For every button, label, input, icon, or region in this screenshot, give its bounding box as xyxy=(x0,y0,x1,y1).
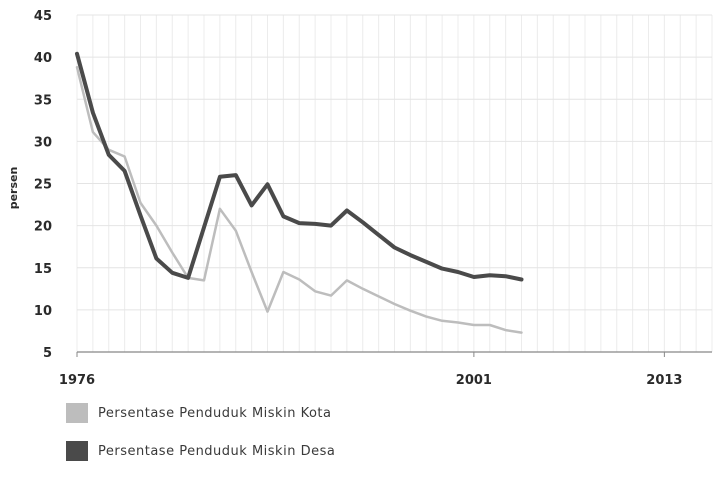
series-line-desa xyxy=(75,51,524,282)
grid xyxy=(76,14,713,353)
x-tick-label: 1976 xyxy=(59,373,95,388)
y-tick-label: 20 xyxy=(34,220,52,235)
y-tick-label: 40 xyxy=(34,51,52,66)
legend-item-desa[interactable]: Persentase Penduduk Miskin Desa xyxy=(66,440,335,462)
legend-swatch-kota xyxy=(66,403,88,423)
line-chart: 5 10 15 20 25 30 35 40 45 1976 2001 2013 persen xyxy=(7,9,713,388)
y-axis-label: persen xyxy=(7,167,20,210)
y-tick-label: 10 xyxy=(34,304,52,319)
legend-label-kota: Persentase Penduduk Miskin Kota xyxy=(98,405,332,421)
y-tick-label: 45 xyxy=(34,9,52,24)
y-axis-ticks: 5 10 15 20 25 30 35 40 45 xyxy=(34,9,52,361)
y-tick-label: 30 xyxy=(34,135,52,150)
y-tick-label: 35 xyxy=(34,93,52,108)
legend-item-kota[interactable]: Persentase Penduduk Miskin Kota xyxy=(66,402,335,424)
legend: Persentase Penduduk Miskin Kota Persenta… xyxy=(66,402,335,478)
y-tick-label: 15 xyxy=(34,262,52,277)
x-tick-label: 2001 xyxy=(456,373,492,388)
y-tick-label: 25 xyxy=(34,178,52,193)
x-axis-ticks: 1976 2001 2013 xyxy=(59,352,682,388)
series-lines xyxy=(75,51,524,334)
x-tick-label: 2013 xyxy=(646,373,682,388)
legend-label-desa: Persentase Penduduk Miskin Desa xyxy=(98,443,336,459)
legend-swatch-desa xyxy=(66,441,88,461)
series-line-kota xyxy=(75,65,523,334)
y-tick-label: 5 xyxy=(43,346,52,361)
